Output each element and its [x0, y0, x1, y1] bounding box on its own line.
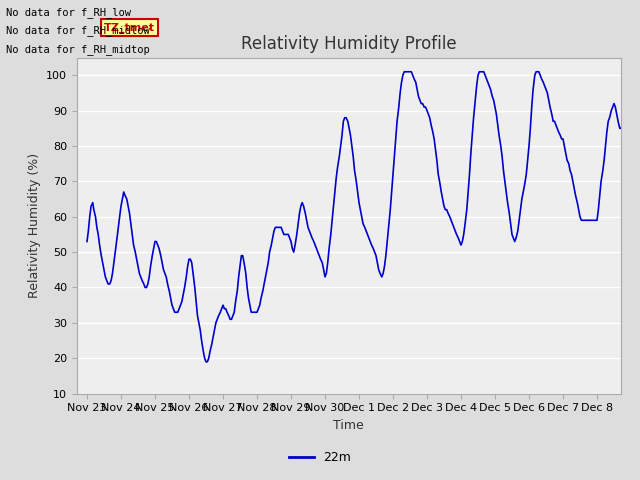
Text: TZ_tmet: TZ_tmet — [104, 23, 155, 33]
Legend: 22m: 22m — [284, 446, 356, 469]
Title: Relativity Humidity Profile: Relativity Humidity Profile — [241, 35, 456, 53]
Y-axis label: Relativity Humidity (%): Relativity Humidity (%) — [28, 153, 40, 298]
Text: No data for f_RH_midlow: No data for f_RH_midlow — [6, 25, 150, 36]
Text: No data for f_RH_low: No data for f_RH_low — [6, 7, 131, 18]
X-axis label: Time: Time — [333, 419, 364, 432]
Text: No data for f_RH_midtop: No data for f_RH_midtop — [6, 44, 150, 55]
